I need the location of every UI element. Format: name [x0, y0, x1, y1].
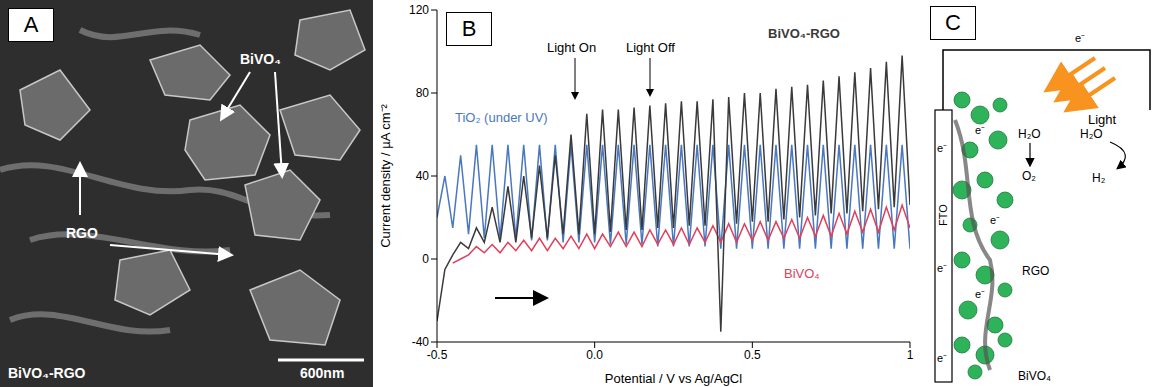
html-text:C: C: [945, 10, 961, 35]
svg-text:BiVO₄: BiVO₄: [1018, 369, 1051, 383]
svg-text:H₂O: H₂O: [1018, 127, 1041, 141]
html-text:BiVO₄-RGO: BiVO₄-RGO: [768, 26, 840, 41]
html-text:Light Off: Light Off: [626, 40, 675, 55]
svg-text:Potential / V vs Ag/AgCl: Potential / V vs Ag/AgCl: [605, 371, 742, 386]
svg-text:e⁻: e⁻: [990, 214, 1000, 226]
svg-text:FTO: FTO: [937, 204, 949, 226]
svg-text:Current density / µA cm⁻²: Current density / µA cm⁻²: [378, 103, 393, 247]
svg-text:-40: -40: [412, 335, 430, 349]
svg-text:e⁻: e⁻: [937, 352, 947, 364]
svg-text:120: 120: [409, 3, 429, 17]
svg-text:Light: Light: [1088, 112, 1117, 127]
svg-text:40: 40: [416, 169, 430, 183]
html-text:B: B: [461, 16, 477, 41]
svg-text:600nm: 600nm: [300, 365, 344, 381]
svg-text:0: 0: [422, 252, 429, 266]
svg-text:RGO: RGO: [66, 225, 98, 241]
svg-text:0.5: 0.5: [744, 348, 761, 362]
svg-text:e⁻: e⁻: [937, 262, 947, 274]
svg-text:e⁻: e⁻: [937, 142, 947, 154]
svg-text:e⁻: e⁻: [1075, 32, 1085, 44]
svg-text:BiVO₄-RGO: BiVO₄-RGO: [8, 365, 86, 381]
svg-text:RGO: RGO: [1022, 264, 1049, 278]
svg-text:O₂: O₂: [1022, 169, 1036, 183]
html-text:TiO₂ (under UV): TiO₂ (under UV): [455, 110, 548, 125]
svg-text:BiVO₄: BiVO₄: [240, 51, 281, 67]
svg-text:80: 80: [416, 86, 430, 100]
svg-text:-0.5: -0.5: [427, 348, 448, 362]
svg-text:H₂O: H₂O: [1080, 127, 1103, 141]
svg-text:0.0: 0.0: [586, 348, 603, 362]
svg-text:e⁻: e⁻: [975, 124, 985, 136]
svg-text:H₂: H₂: [1092, 171, 1106, 185]
html-text:Light On: Light On: [547, 40, 597, 55]
svg-text:e⁻: e⁻: [975, 288, 985, 300]
html-text:BiVO₄: BiVO₄: [784, 266, 820, 281]
html-text:A: A: [23, 12, 39, 37]
svg-text:1: 1: [907, 348, 914, 362]
